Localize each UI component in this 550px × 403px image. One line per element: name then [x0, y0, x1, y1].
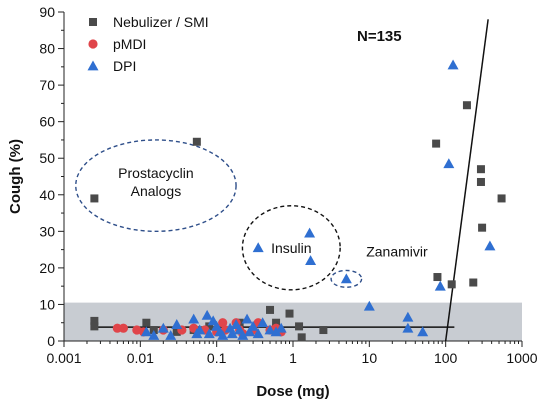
labels-layer: 0.001 0.01 0.1 1 10 100 1000 0 10 20 30 40 50 60 70 80 9…: [7, 4, 538, 400]
legend: Nebulizer / SMI pMDI DPI: [87, 14, 209, 74]
legend-square-marker: [89, 18, 97, 26]
annotation-ellipse: [75, 139, 237, 233]
dpi-point: [257, 317, 269, 328]
annotation-ellipse: [330, 269, 363, 288]
low-cough-band: [64, 302, 522, 341]
x-tick-label: 100: [434, 350, 458, 366]
nebulizer-smi-point: [192, 137, 201, 146]
dpi-point: [305, 255, 317, 265]
dpi-point: [417, 326, 429, 337]
y-tick-label: 70: [39, 77, 55, 93]
dpi-point: [140, 326, 152, 337]
nebulizer-smi-point: [432, 139, 441, 148]
nebulizer-smi-point: [447, 280, 456, 289]
dpi-point: [447, 59, 459, 70]
pmdi-point: [218, 318, 228, 328]
dpi-point: [237, 330, 249, 340]
dpi-point: [201, 309, 213, 320]
dpi-point: [247, 320, 259, 331]
dpi-point: [203, 328, 215, 339]
x-tick-label: 10: [362, 350, 378, 366]
nebulizer-smi-point: [476, 165, 485, 174]
x-tick-label: 0.01: [127, 350, 154, 366]
dpi-point: [194, 324, 206, 335]
y-axis-title: Cough (%): [7, 139, 24, 214]
dpi-point: [340, 273, 352, 284]
legend-label: DPI: [113, 58, 136, 74]
dpi-point: [270, 326, 282, 337]
nebulizer-smi-point: [295, 322, 304, 331]
y-tick-label: 80: [39, 41, 55, 57]
dpi-point: [244, 326, 256, 337]
nebulizer-smi-point: [205, 322, 214, 331]
y-tick-label: 10: [39, 296, 55, 312]
x-tick-label: 0.001: [46, 350, 81, 366]
nebulizer-smi-point: [297, 333, 306, 342]
nebulizer-smi-point: [172, 327, 181, 336]
dpi-point: [252, 328, 264, 339]
y-tick-label: 40: [39, 187, 55, 203]
annotation-label: Analogs: [131, 183, 182, 199]
dpi-point: [188, 313, 200, 324]
y-tick-label: 0: [47, 333, 55, 349]
annotation-label: Zanamivir: [366, 243, 428, 259]
dpi-point: [484, 240, 496, 251]
nebulizer-smi-point: [272, 318, 281, 327]
x-axis-title: Dose (mg): [256, 383, 329, 400]
nebulizer-smi-point: [90, 322, 99, 331]
dpi-point: [226, 328, 238, 339]
legend-triangle-marker: [87, 60, 99, 71]
nebulizer-smi-point: [142, 318, 151, 327]
x-tick-label: 1000: [506, 350, 537, 366]
y-tick-label: 30: [39, 223, 55, 239]
dpi-point: [275, 322, 287, 333]
legend-label: pMDI: [113, 36, 146, 52]
y-tick-label: 90: [39, 4, 55, 20]
dpi-point: [252, 242, 264, 253]
y-tick-label: 20: [39, 260, 55, 276]
nebulizer-smi-point: [462, 101, 471, 110]
dpi-point: [304, 227, 316, 238]
annotation-label: Insulin: [271, 240, 311, 256]
nebulizer-smi-point: [478, 223, 487, 232]
dpi-point: [157, 322, 169, 333]
nebulizer-smi-point: [285, 309, 294, 318]
dpi-point: [363, 300, 375, 311]
dpi-point: [443, 158, 455, 169]
nebulizer-smi-point: [90, 194, 99, 203]
nebulizer-smi-point: [319, 326, 328, 335]
dpi-point: [434, 280, 446, 291]
nebulizer-smi-point: [266, 305, 275, 314]
dpi-point: [148, 330, 160, 340]
annotation-ellipse: [241, 205, 341, 291]
pmdi-point: [118, 323, 128, 333]
dpi-point: [402, 311, 414, 322]
dpi-point: [165, 330, 177, 340]
dpi-point: [171, 319, 183, 329]
dpi-point: [402, 322, 414, 333]
nebulizer-smi-point: [497, 194, 506, 203]
nebulizer-smi-point: [433, 273, 442, 282]
data-points-layer: [90, 59, 506, 342]
nebulizer-smi-point: [469, 278, 478, 287]
annotation-label: Prostacyclin: [118, 165, 193, 181]
nebulizer-smi-point: [476, 177, 485, 186]
dpi-point: [264, 324, 276, 335]
n-label: N=135: [357, 28, 402, 45]
legend-label: Nebulizer / SMI: [113, 14, 209, 30]
dpi-point: [217, 330, 229, 340]
nebulizer-smi-point: [90, 316, 99, 325]
legend-circle-marker: [88, 39, 98, 49]
y-tick-label: 60: [39, 114, 55, 130]
annotations-layer: [75, 139, 363, 291]
x-tick-label: 0.1: [207, 350, 227, 366]
dpi-point: [241, 313, 253, 324]
x-tick-label: 1: [289, 350, 297, 366]
y-tick-label: 50: [39, 150, 55, 166]
low-cough-band-layer: [64, 302, 522, 341]
